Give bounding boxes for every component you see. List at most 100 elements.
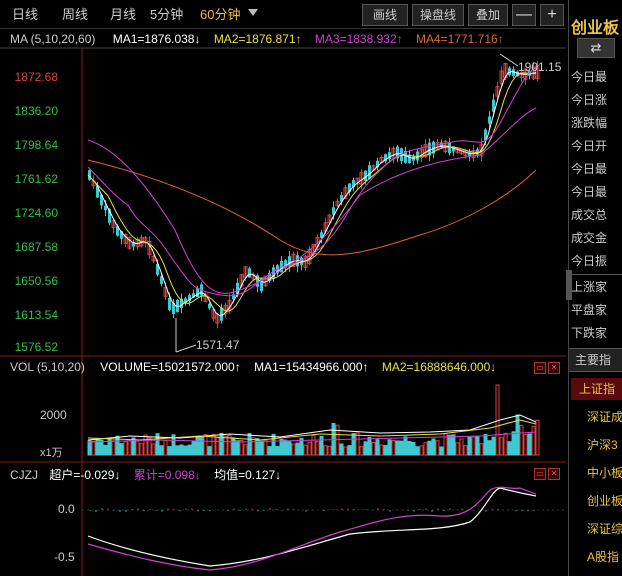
price-chart[interactable] [0,0,566,576]
candle-body [359,172,364,185]
swap-arrows-icon[interactable]: ⇄ [577,38,615,58]
candle-body [127,237,132,249]
candle-body [104,205,107,211]
volume-bar [363,441,368,456]
period-tab-week[interactable]: 周线 [62,7,89,22]
triangle-down-icon[interactable] [248,9,258,16]
index-item[interactable]: 深证成 [587,410,622,424]
cjzj-axis-label: -0.5 [54,550,75,564]
volume-bar [247,433,252,456]
volume-bar [151,443,156,456]
volume-bar [535,419,540,456]
volume-bar [87,440,92,456]
vol-ma3-line [87,431,537,443]
volume-bar [99,439,104,456]
volume-bar [403,436,408,456]
quote-item: 涨跌幅 [571,116,608,130]
vol-panel-maximize-icon[interactable]: ▭ [534,362,546,374]
candle-body [335,200,340,207]
low-price-annotation: 1571.47 [196,338,240,352]
cjzj-panel-close-icon[interactable]: ✕ [548,468,560,480]
index-item[interactable]: 创业板 [587,494,622,508]
volume-bar [375,439,380,456]
ma3-curve [87,107,537,294]
volume-bar [323,445,328,456]
index-item-selected[interactable]: 上证指 [571,378,622,400]
chaohu-value: 超户=-0.029↓ [49,468,121,482]
vol-legend-label: VOL (5,10,20) [10,360,85,374]
candle-body [368,165,371,179]
leiji-value: 累计=0.098↓ [133,468,201,482]
index-section-header[interactable]: 主要指 [569,348,622,372]
quote-item: 今日最 [571,162,608,176]
volume-bar [175,445,180,456]
candle-body [423,144,428,158]
period-tab-day[interactable]: 日线 [12,7,39,22]
index-item[interactable]: 中小板 [587,466,622,480]
candle-body [535,64,540,80]
volume-bar [431,438,436,456]
zoom-in-button[interactable]: + [540,4,564,26]
candle-body [512,69,515,76]
volume-bar [91,440,96,456]
volume-bar [359,446,364,456]
zoom-out-button[interactable]: — [512,4,536,26]
volume-bar [287,441,292,456]
index-item[interactable]: A股指 [587,550,620,564]
volume-bar [315,441,320,456]
volume-bar [343,446,348,456]
candle-body [499,70,504,84]
candle-body [495,86,500,97]
operation-line-button[interactable]: 操盘线 [412,4,464,26]
volume-bar [395,440,400,456]
candle-body [468,152,471,157]
candle-body [364,170,367,181]
volume-bar [387,439,392,456]
volume-bar [147,437,152,456]
volume-bar [139,443,144,456]
volume-bar [267,446,272,456]
candle-body [243,266,248,278]
candle-body [440,142,443,148]
price-axis-label: 1576.52 [14,340,58,354]
overlay-button[interactable]: 叠加 [468,4,508,26]
period-tab-5min[interactable]: 5分钟 [150,7,184,22]
volume-bar [491,436,496,456]
volume-bar [447,434,452,456]
candle-body [143,237,148,244]
draw-line-button[interactable]: 画线 [362,4,408,26]
volume-bar [471,436,476,456]
volume-bar [291,443,296,456]
volume-bar [171,434,176,456]
volume-bar [215,437,220,456]
vol-panel-close-icon[interactable]: ✕ [548,362,560,374]
volume-bar [163,439,168,456]
volume-bar [411,442,416,456]
volume-bar [111,440,116,456]
volume-bar [179,444,184,456]
candle-body [260,278,263,292]
index-item[interactable]: 沪深3 [587,438,618,452]
period-tab-60min[interactable]: 60分钟 [200,7,241,22]
volume-bar [339,443,344,456]
candle-body [452,146,455,152]
cjzj-panel-maximize-icon[interactable]: ▭ [534,468,546,480]
period-tab-month[interactable]: 月线 [110,7,137,22]
candle-body [476,149,479,155]
volume-bar [519,425,524,456]
vol-axis-unit: x1万 [40,447,63,459]
volume-bar [319,435,324,456]
volume-bar [243,444,248,456]
volume-bar [499,437,504,456]
volume-bar [299,437,304,456]
volume-bar [263,439,268,456]
scrollbar-thumb[interactable] [566,270,572,300]
index-item[interactable]: 深证综 [587,522,622,536]
volume-bar [475,435,480,456]
candle-body [168,298,171,310]
volume-bar [351,433,356,456]
volume-bar [379,444,384,456]
candle-body [180,298,183,309]
volume-bar [523,434,528,456]
price-axis-label: 1724.60 [14,206,58,220]
